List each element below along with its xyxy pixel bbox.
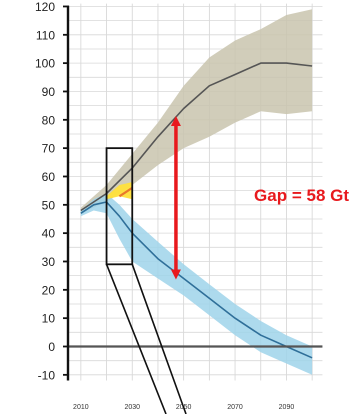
line-pathway-median bbox=[80, 201, 313, 359]
y-tick-label-40: 40 bbox=[42, 227, 56, 241]
y-tick-label-70: 70 bbox=[42, 142, 56, 156]
line-baseline-median bbox=[80, 62, 313, 212]
axes bbox=[63, 5, 323, 381]
y-tick-label-90: 90 bbox=[42, 85, 56, 99]
y-tick-label-80: 80 bbox=[42, 113, 56, 127]
band-pathway-range bbox=[80, 193, 313, 375]
y-tick-label-120: 120 bbox=[35, 0, 55, 14]
y-tick-label-10: 10 bbox=[42, 312, 56, 326]
y-tick-label--10: -10 bbox=[38, 368, 56, 382]
x-tick-label-2070: 2070 bbox=[227, 404, 243, 411]
y-tick-label-100: 100 bbox=[35, 57, 55, 71]
x-tick-label-2030: 2030 bbox=[124, 404, 140, 411]
y-tick-label-0: 0 bbox=[48, 340, 55, 354]
median-lines bbox=[80, 62, 313, 359]
line-pledge-orange bbox=[118, 186, 133, 198]
band-baseline-range bbox=[80, 9, 313, 214]
zoom-leader-right bbox=[131, 264, 187, 414]
overlays: Gap = 58 Gt bbox=[105, 115, 349, 414]
gap-annotation: Gap = 58 Gt bbox=[254, 186, 349, 205]
y-tick-label-50: 50 bbox=[42, 198, 56, 212]
band-pledge-yellow bbox=[106, 182, 133, 200]
y-tick-label-30: 30 bbox=[42, 255, 56, 269]
zoom-leader-left bbox=[105, 264, 167, 414]
y-tick-label-20: 20 bbox=[42, 283, 56, 297]
x-tick-label-2090: 2090 bbox=[279, 404, 295, 411]
y-tick-label-60: 60 bbox=[42, 170, 56, 184]
y-tick-label-110: 110 bbox=[36, 28, 55, 42]
zoom-box bbox=[105, 147, 134, 266]
x-tick-label-2010: 2010 bbox=[73, 404, 89, 411]
